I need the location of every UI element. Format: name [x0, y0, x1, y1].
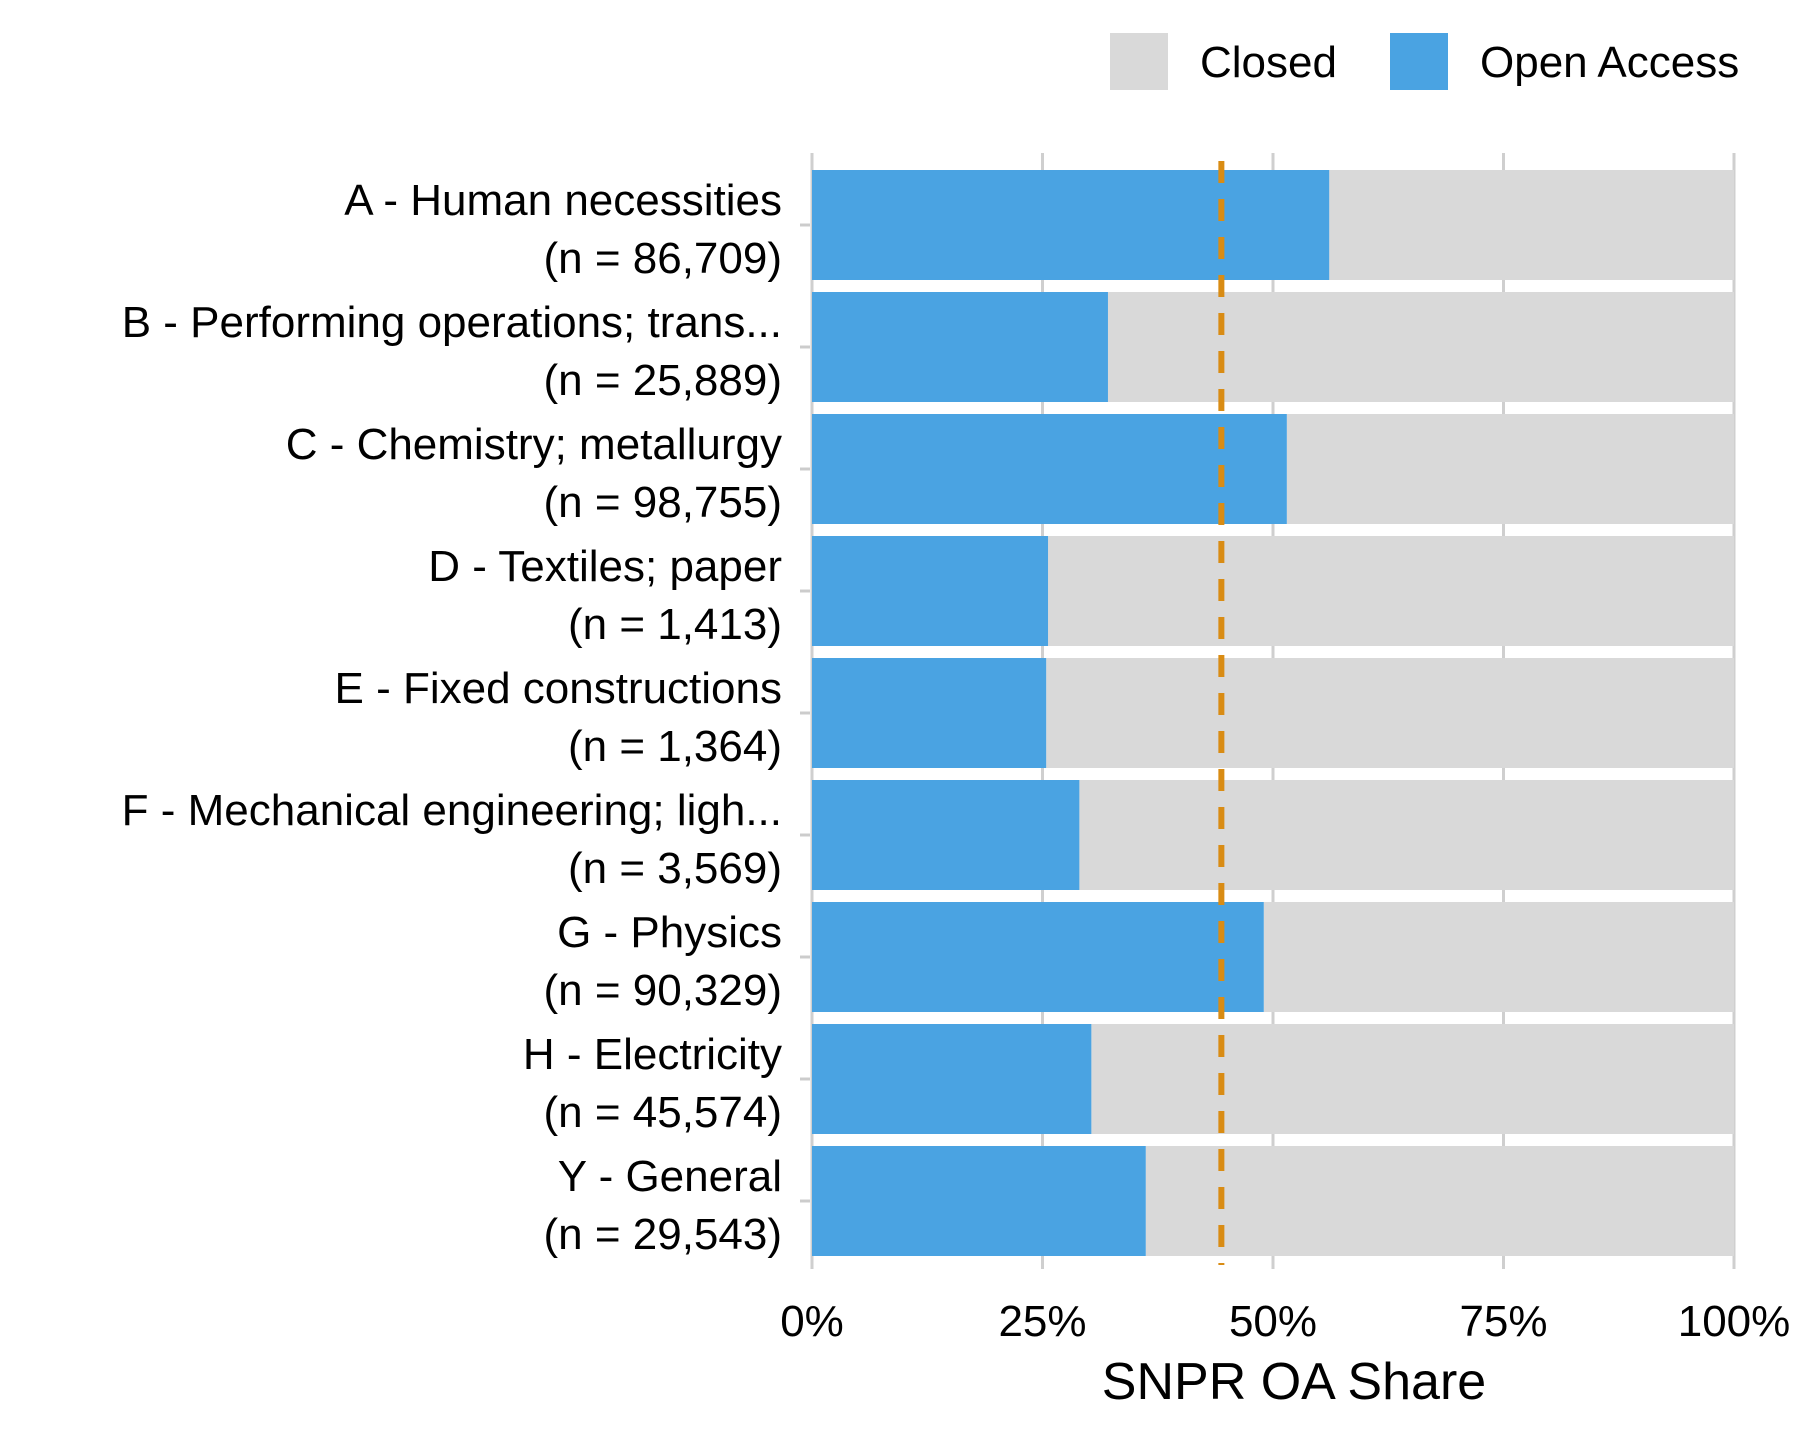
- y-tick-label-1: B - Performing operations; trans...: [122, 298, 782, 347]
- x-tick-label-4: 100%: [1678, 1297, 1791, 1346]
- bar-closed-1: [1108, 292, 1734, 402]
- y-tick-count-7: (n = 45,574): [544, 1088, 783, 1137]
- x-tick-label-2: 50%: [1229, 1297, 1317, 1346]
- bars-layer: [812, 170, 1734, 1256]
- legend-swatch-1: [1390, 33, 1448, 90]
- y-tick-count-2: (n = 98,755): [544, 478, 783, 527]
- x-tick-label-3: 75%: [1459, 1297, 1547, 1346]
- legend-swatch-0: [1110, 33, 1168, 90]
- bar-closed-5: [1079, 780, 1734, 890]
- legend[interactable]: Closed Open Access: [1110, 33, 1739, 90]
- y-tick-count-3: (n = 1,413): [568, 600, 782, 649]
- bar-closed-2: [1287, 414, 1734, 524]
- bar-closed-4: [1046, 658, 1734, 768]
- y-axis-layer: A - Human necessities (n = 86,709) B - Per…: [122, 176, 810, 1259]
- y-tick-count-6: (n = 90,329): [544, 966, 783, 1015]
- legend-label-1: Open Access: [1480, 38, 1739, 87]
- y-tick-label-7: H - Electricity: [523, 1030, 782, 1079]
- x-tick-label-1: 25%: [998, 1297, 1086, 1346]
- bar-open-access-0: [812, 170, 1329, 280]
- y-tick-count-8: (n = 29,543): [544, 1210, 783, 1259]
- bar-open-access-3: [812, 536, 1048, 646]
- y-tick-label-0: A - Human necessities: [344, 176, 782, 225]
- bar-open-access-1: [812, 292, 1108, 402]
- y-tick-label-2: C - Chemistry; metallurgy: [286, 420, 782, 469]
- bar-open-access-7: [812, 1024, 1091, 1134]
- y-tick-label-6: G - Physics: [557, 908, 782, 957]
- y-tick-label-8: Y - General: [558, 1152, 782, 1201]
- bar-closed-0: [1329, 170, 1734, 280]
- bar-open-access-5: [812, 780, 1079, 890]
- bar-open-access-8: [812, 1146, 1146, 1256]
- bar-closed-7: [1091, 1024, 1734, 1134]
- bar-open-access-4: [812, 658, 1046, 768]
- y-tick-count-5: (n = 3,569): [568, 844, 782, 893]
- bar-closed-3: [1048, 536, 1734, 646]
- x-axis-layer: 0% 25% 50% 75% 100%: [780, 1297, 1790, 1346]
- legend-item-open-access[interactable]: Open Access: [1390, 33, 1739, 90]
- y-tick-label-3: D - Textiles; paper: [428, 542, 782, 591]
- bar-closed-6: [1264, 902, 1734, 1012]
- y-tick-label-4: E - Fixed constructions: [335, 664, 783, 713]
- legend-label-0: Closed: [1200, 38, 1337, 87]
- bar-open-access-2: [812, 414, 1287, 524]
- x-axis-title: SNPR OA Share: [1102, 1353, 1486, 1411]
- legend-item-closed[interactable]: Closed: [1110, 33, 1337, 90]
- y-tick-label-5: F - Mechanical engineering; ligh...: [122, 786, 782, 835]
- bar-open-access-6: [812, 902, 1264, 1012]
- y-tick-count-0: (n = 86,709): [544, 234, 783, 283]
- y-tick-count-1: (n = 25,889): [544, 356, 783, 405]
- x-tick-label-0: 0%: [780, 1297, 844, 1346]
- bar-closed-8: [1146, 1146, 1734, 1256]
- y-tick-count-4: (n = 1,364): [568, 722, 782, 771]
